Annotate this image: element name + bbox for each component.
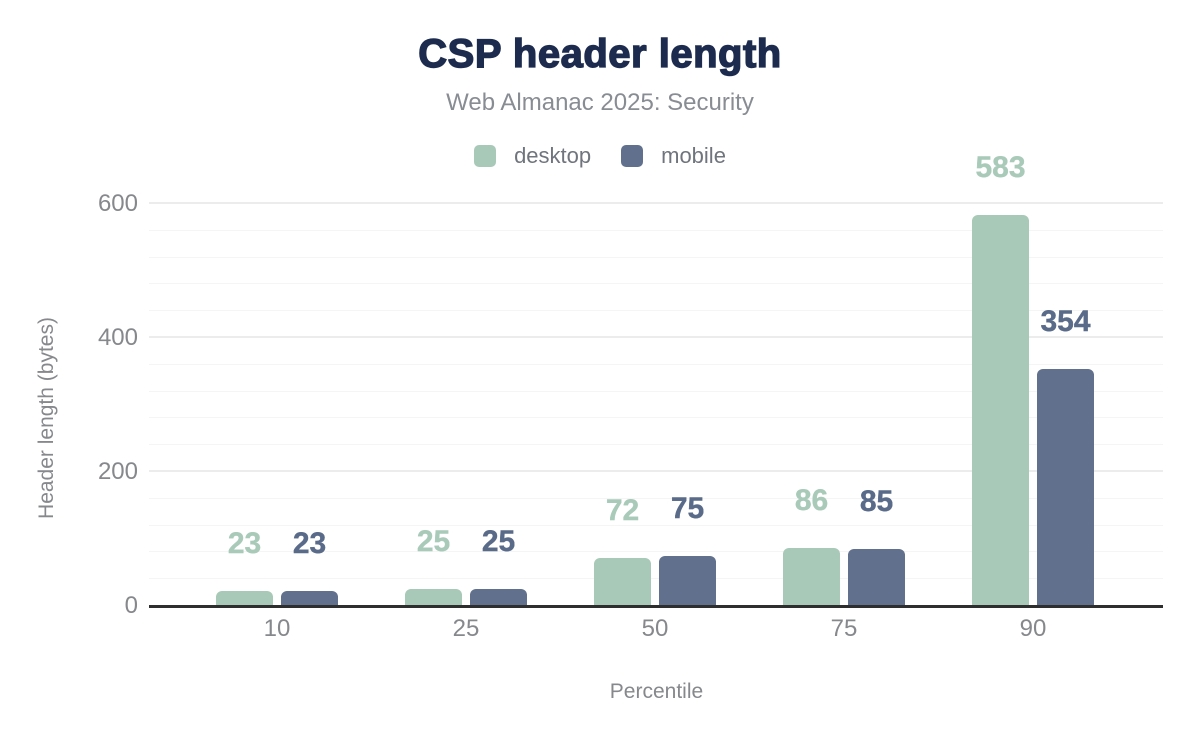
bar-desktop-p25: 25 bbox=[405, 527, 462, 606]
gridline-120 bbox=[149, 524, 1163, 526]
value-label-mobile-p75: 85 bbox=[859, 485, 894, 519]
value-label-mobile-p25: 25 bbox=[481, 525, 516, 559]
gridline-240 bbox=[149, 444, 1163, 446]
bar-desktop-p75: 86 bbox=[783, 486, 840, 606]
bar-group-p10: 23 23 bbox=[216, 204, 338, 606]
bar-group-p75: 86 85 bbox=[783, 204, 905, 606]
chart-subtitle: Web Almanac 2025: Security bbox=[446, 89, 754, 116]
gridline-40 bbox=[149, 578, 1163, 580]
gridline-400 bbox=[149, 336, 1163, 338]
value-label-desktop-p25: 25 bbox=[416, 525, 451, 559]
gridline-200 bbox=[149, 470, 1163, 472]
chart-title: CSP header length bbox=[418, 32, 782, 76]
plot-area: 23 23 25 25 72 75 86 85 583 354 bbox=[149, 153, 1163, 606]
y-tick-label-600: 600 bbox=[97, 190, 138, 217]
legend-item-mobile: mobile bbox=[621, 143, 726, 169]
gridline-440 bbox=[149, 310, 1163, 312]
gridline-520 bbox=[149, 256, 1163, 258]
value-label-desktop-p50: 72 bbox=[605, 493, 640, 527]
bar-group-p50: 72 75 bbox=[594, 204, 716, 606]
legend: desktop mobile bbox=[0, 143, 1200, 169]
bar-mobile-p25: 25 bbox=[470, 527, 527, 606]
y-tick-label-0: 0 bbox=[124, 592, 138, 619]
x-axis-title: Percentile bbox=[609, 680, 704, 703]
x-axis-line bbox=[149, 605, 1163, 608]
bar-mobile-p10: 23 bbox=[281, 528, 338, 606]
bar-mobile-p50: 75 bbox=[659, 493, 716, 606]
desktop-swatch-icon bbox=[474, 145, 497, 167]
x-tick-label-90: 90 bbox=[1019, 615, 1047, 642]
legend-label-mobile: mobile bbox=[661, 143, 726, 168]
x-tick-label-50: 50 bbox=[641, 615, 669, 642]
gridline-360 bbox=[149, 363, 1163, 365]
bar-desktop-p90: 583 bbox=[972, 153, 1029, 606]
value-label-desktop-p10: 23 bbox=[227, 526, 262, 560]
bar-desktop-p50: 72 bbox=[594, 495, 651, 606]
bar-mobile-p75: 85 bbox=[848, 486, 905, 606]
mobile-swatch-icon bbox=[621, 145, 644, 167]
value-label-mobile-p50: 75 bbox=[670, 491, 705, 525]
y-tick-label-200: 200 bbox=[97, 458, 138, 485]
bar-group-p90: 583 354 bbox=[972, 153, 1094, 606]
value-label-desktop-p90: 583 bbox=[975, 151, 1026, 185]
value-label-desktop-p75: 86 bbox=[794, 484, 829, 518]
gridline-80 bbox=[149, 551, 1163, 553]
x-tick-label-25: 25 bbox=[452, 615, 480, 642]
x-tick-label-75: 75 bbox=[830, 615, 858, 642]
gridline-560 bbox=[149, 229, 1163, 231]
gridline-480 bbox=[149, 283, 1163, 285]
value-label-mobile-p90: 354 bbox=[1040, 304, 1091, 338]
legend-item-desktop: desktop bbox=[474, 143, 591, 169]
bar-desktop-p10: 23 bbox=[216, 528, 273, 606]
y-tick-label-400: 400 bbox=[97, 324, 138, 351]
gridline-600 bbox=[149, 202, 1163, 204]
value-label-mobile-p10: 23 bbox=[292, 526, 327, 560]
bar-mobile-p90: 354 bbox=[1037, 306, 1094, 606]
legend-label-desktop: desktop bbox=[514, 143, 592, 168]
gridline-280 bbox=[149, 417, 1163, 419]
gridline-160 bbox=[149, 497, 1163, 499]
gridline-320 bbox=[149, 390, 1163, 392]
bar-group-p25: 25 25 bbox=[405, 204, 527, 606]
x-tick-label-10: 10 bbox=[263, 615, 291, 642]
